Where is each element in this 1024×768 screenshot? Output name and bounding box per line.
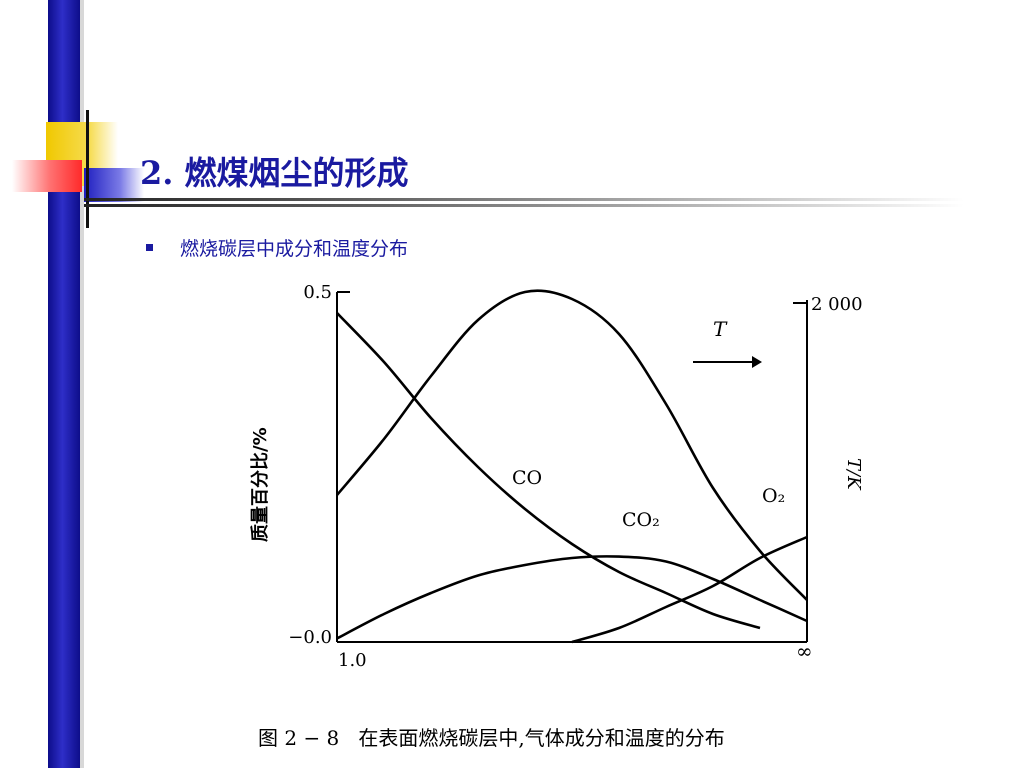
- y2-axis-label: T/K: [843, 458, 864, 491]
- title-underline: [84, 198, 964, 201]
- title-underline-2: [84, 204, 964, 207]
- y2-tick-top: 2 000: [811, 294, 863, 315]
- deco-red-block: [12, 160, 82, 192]
- left-accent-bar: [48, 0, 84, 768]
- y-tick-top: 0.5: [303, 282, 332, 303]
- co-curve: [336, 312, 761, 630]
- label-CO2: CO₂: [622, 509, 660, 531]
- label-T: T: [713, 317, 728, 341]
- x-tick-left: 1.0: [338, 650, 367, 671]
- figure-caption: 图 2 − 8 在表面燃烧碳层中,气体成分和温度的分布: [258, 726, 725, 750]
- temperature-curve: [336, 289, 808, 601]
- deco-blue-block: [84, 168, 144, 202]
- bullet-marker: [146, 244, 153, 251]
- co2-curve: [336, 555, 808, 640]
- y-axis-label: 质量百分比/%: [249, 427, 271, 542]
- bullet-text: 燃烧碳层中成分和温度分布: [180, 238, 409, 260]
- chart: 0.5 −0.0 2 000 1.0 ∞ 质量百分比/% T/K T CO CO…: [249, 282, 864, 671]
- label-CO: CO: [512, 467, 542, 489]
- label-O2: O₂: [762, 485, 785, 507]
- deco-vertical-line: [86, 110, 89, 228]
- arrow-head: [752, 356, 762, 368]
- slide-title: 2. 燃煤烟尘的形成: [140, 154, 409, 192]
- y-tick-bottom: −0.0: [288, 627, 332, 648]
- o2-curve: [571, 535, 808, 644]
- series-layer: [336, 289, 808, 644]
- x-tick-right: ∞: [796, 639, 813, 663]
